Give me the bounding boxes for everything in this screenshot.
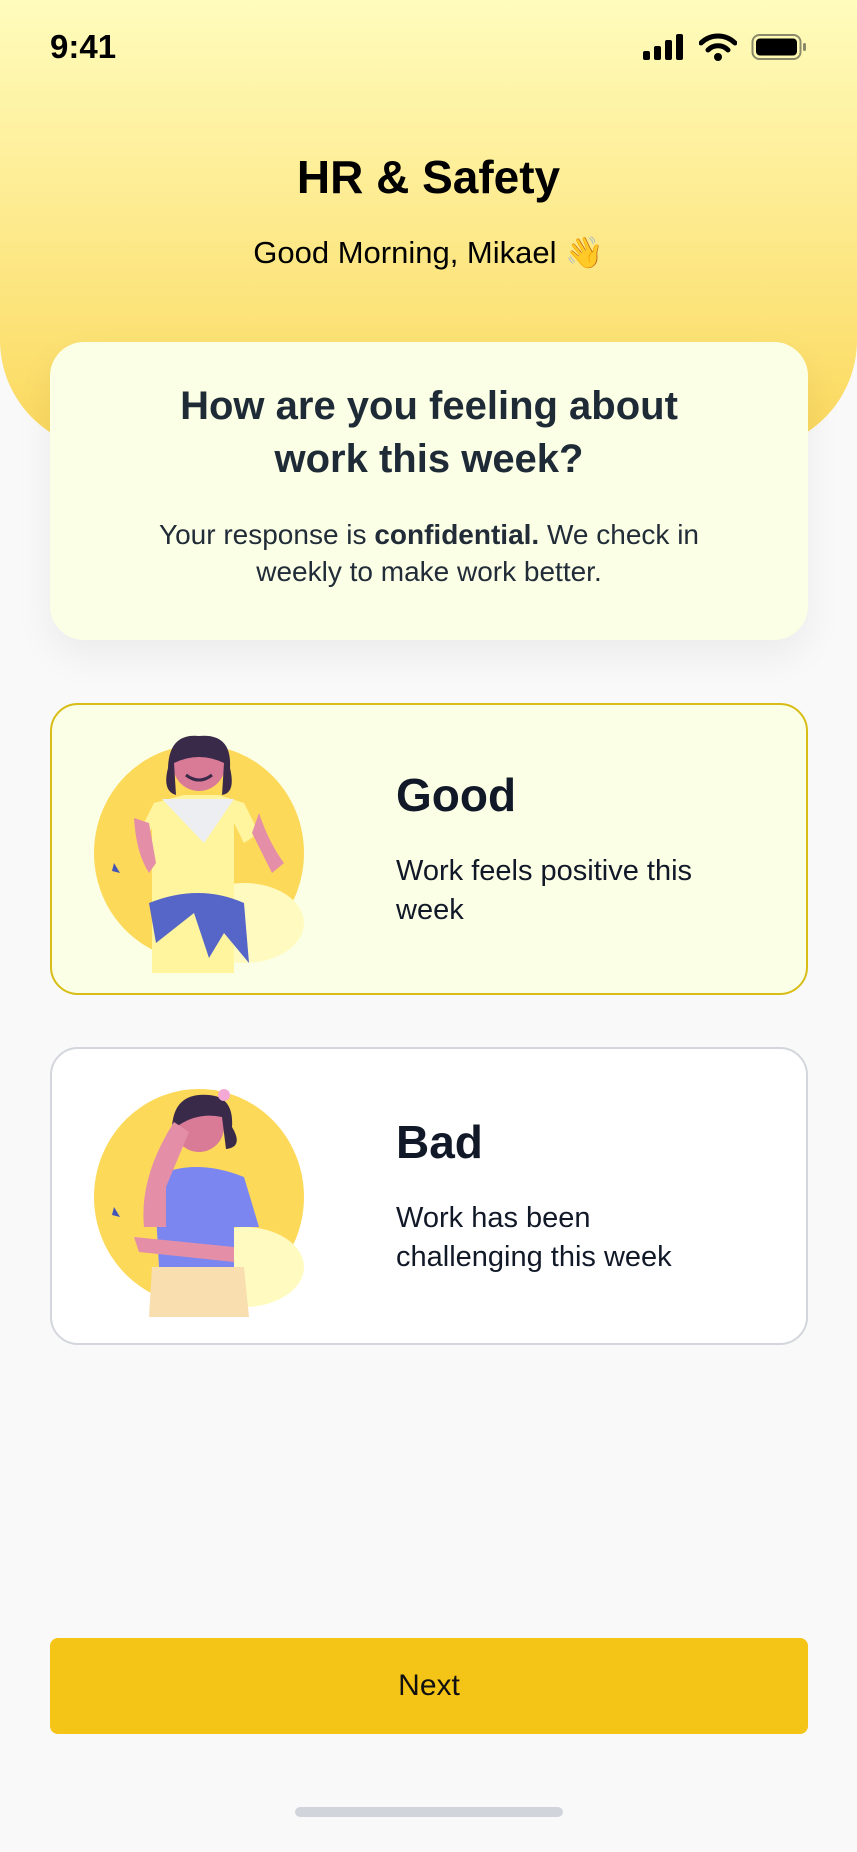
greeting: Good Morning, Mikael 👋	[253, 235, 604, 270]
confidential-note: Your response is confidential. We check …	[158, 519, 699, 587]
option-title: Bad	[396, 1116, 483, 1168]
question-title: How are you feeling about work this week…	[180, 384, 678, 481]
question-card: How are you feeling about work this week…	[50, 342, 808, 640]
page-title: HR & Safety	[296, 151, 561, 203]
waving-hand-icon: 👋	[565, 235, 604, 270]
option-bad[interactable]: Bad Work has been challenging this week	[50, 1047, 808, 1345]
next-button[interactable]: Next	[50, 1638, 808, 1734]
status-time: 9:41	[50, 28, 117, 65]
option-title: Good	[396, 769, 517, 821]
battery-icon	[751, 34, 806, 60]
home-indicator[interactable]	[295, 1807, 563, 1817]
stressed-person-illustration	[94, 1089, 304, 1317]
happy-person-illustration	[94, 735, 304, 973]
option-description: Work feels positive this week	[396, 855, 693, 926]
status-bar: 9:41	[50, 24, 807, 70]
option-description: Work has been challenging this week	[396, 1202, 672, 1273]
wifi-icon	[699, 33, 737, 61]
option-good[interactable]: Good Work feels positive this week	[50, 703, 808, 995]
signal-icon	[643, 34, 683, 60]
